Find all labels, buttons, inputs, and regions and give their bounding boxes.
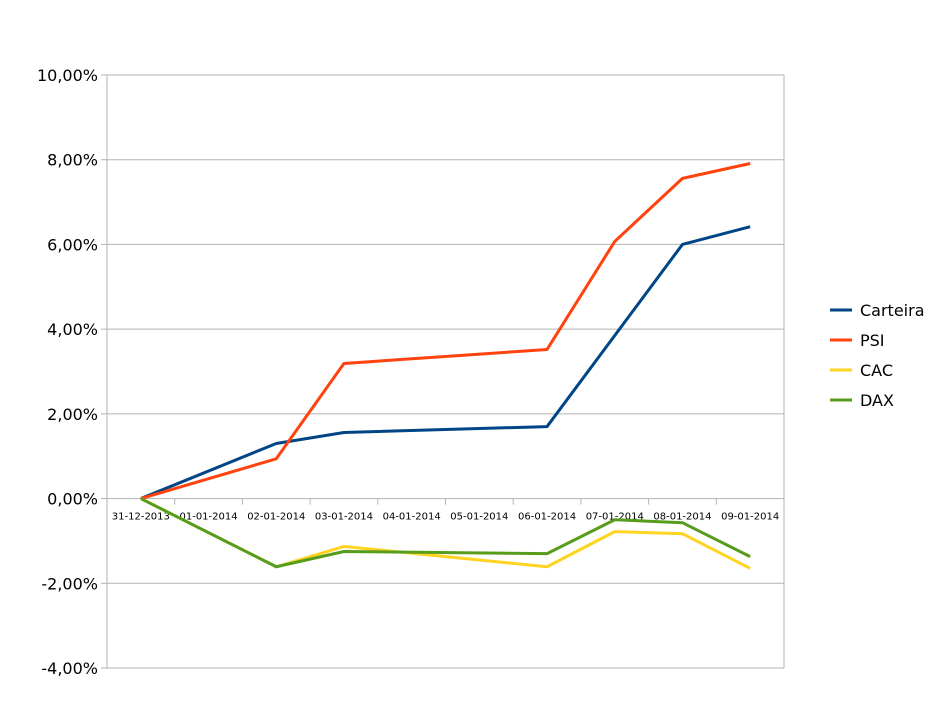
y-tick-label: 8,00% xyxy=(47,151,98,170)
legend-label-carteira: Carteira xyxy=(860,301,925,320)
x-tick-label: 06-01-2014 xyxy=(518,512,576,523)
y-tick-label: 2,00% xyxy=(47,405,98,424)
y-tick-label: -4,00% xyxy=(41,659,98,678)
x-axis: 31-12-2013 01-01-2014 02-01-2014 03-01-2014… xyxy=(106,498,785,523)
y-tick-label: 0,00% xyxy=(47,490,98,509)
y-tick-label: -2,00% xyxy=(41,574,98,593)
y-tick-label: 4,00% xyxy=(47,320,98,339)
x-tick-label: 04-01-2014 xyxy=(383,512,441,523)
series-line-carteira xyxy=(140,225,751,500)
legend: Carteira PSI CAC DAX xyxy=(830,301,925,410)
legend-label-cac: CAC xyxy=(860,361,893,380)
x-tick-label: 03-01-2014 xyxy=(315,512,373,523)
y-tick-label: 10,00% xyxy=(37,66,98,85)
y-tick-label: 6,00% xyxy=(47,235,98,254)
x-tick-label: 31-12-2013 xyxy=(112,512,170,523)
legend-label-psi: PSI xyxy=(860,331,885,350)
gridlines xyxy=(101,74,785,669)
y-axis-ticks: 10,00% 8,00% 6,00% 4,00% 2,00% 0,00% -2,00% -4,… xyxy=(37,66,98,678)
series-line-cac xyxy=(140,497,751,570)
x-tick-label: 07-01-2014 xyxy=(586,512,644,523)
x-tick-label: 02-01-2014 xyxy=(247,512,305,523)
legend-label-dax: DAX xyxy=(860,391,894,410)
series-line-psi xyxy=(140,162,751,501)
series-line-dax xyxy=(140,497,751,569)
x-tick-label: 08-01-2014 xyxy=(653,512,711,523)
series-lines xyxy=(140,162,751,570)
x-tick-label: 05-01-2014 xyxy=(450,512,508,523)
x-tick-label: 09-01-2014 xyxy=(721,512,779,523)
x-tick-label: 01-01-2014 xyxy=(179,512,237,523)
